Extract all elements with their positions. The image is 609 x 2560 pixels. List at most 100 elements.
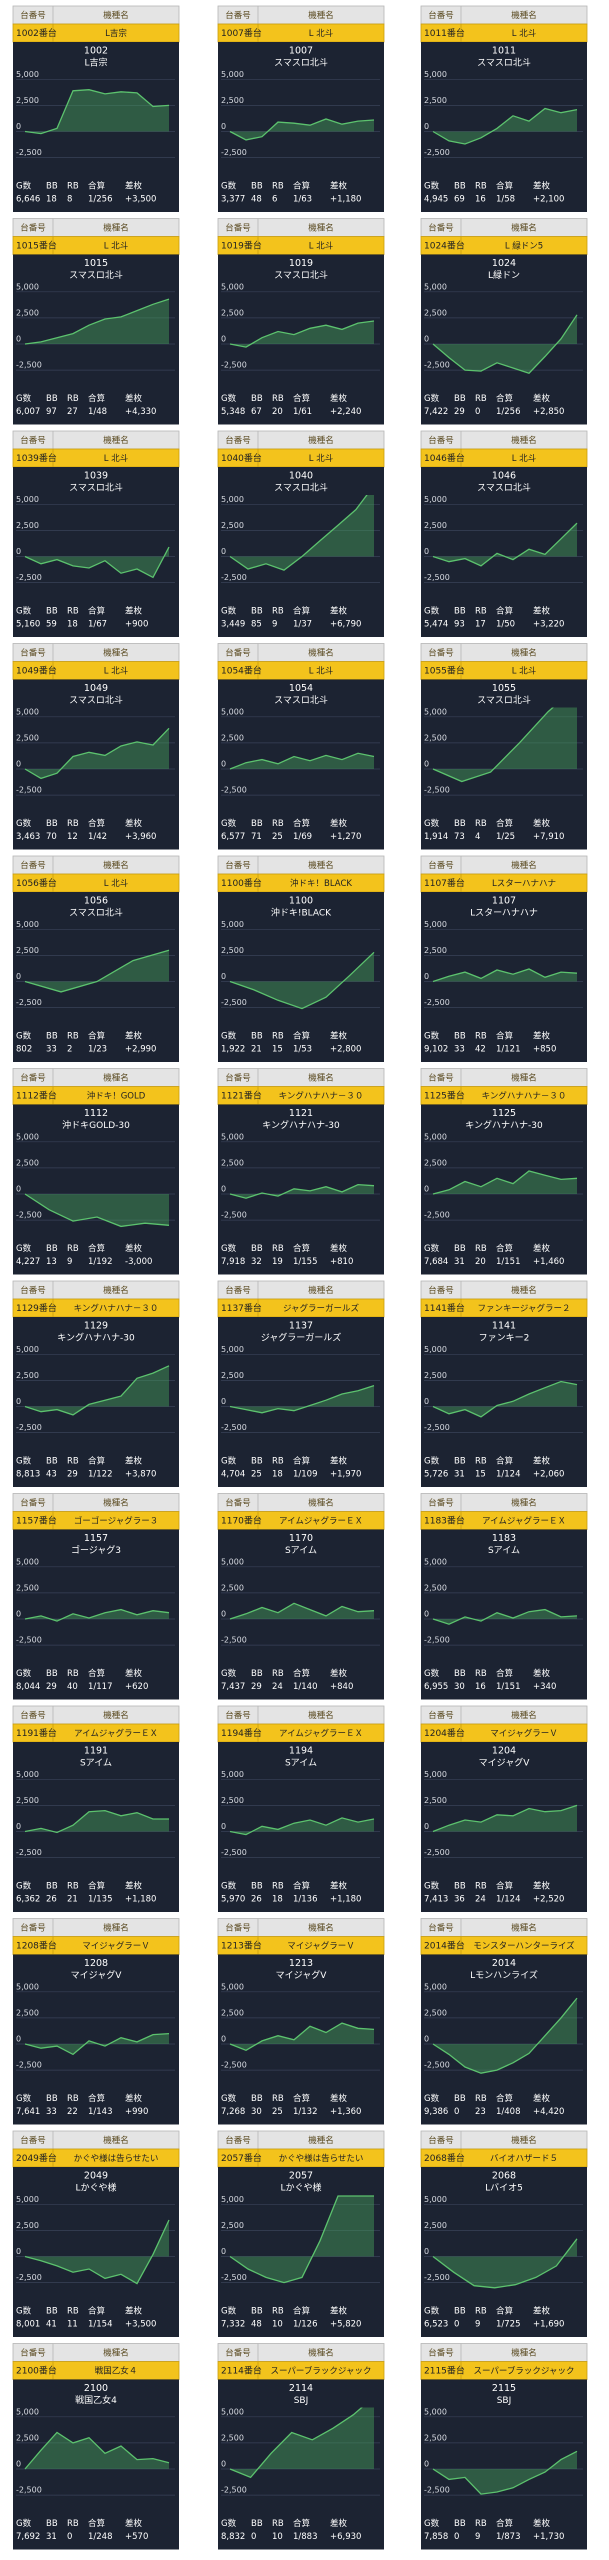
number-header: 台番号 xyxy=(20,435,46,446)
stat-label: BB xyxy=(251,1669,263,1679)
number-header: 台番号 xyxy=(225,223,251,234)
stat-label: 差枚 xyxy=(330,818,348,829)
stat-value: 21 xyxy=(251,1045,262,1055)
machine-name: Lスターハナハナ xyxy=(470,908,538,919)
model-name: L 緑ドン5 xyxy=(505,241,543,252)
stat-label: RB xyxy=(272,2307,284,2317)
balance-line xyxy=(229,320,375,348)
machine-id: 2057 xyxy=(289,2171,313,2182)
y-tick-label: 0 xyxy=(16,2460,21,2469)
stat-label: RB xyxy=(475,607,487,617)
balance-line xyxy=(432,2450,578,2495)
stat-label: 差枚 xyxy=(125,1456,143,1467)
balance-line xyxy=(432,107,578,145)
y-tick-label: 2,500 xyxy=(16,2008,39,2017)
stat-value: 1/58 xyxy=(496,195,515,205)
machine-id: 1046 xyxy=(492,471,516,482)
stat-value: 5,970 xyxy=(221,1895,245,1905)
balance-area xyxy=(433,2238,577,2288)
slot-number: 2100番台 xyxy=(16,2365,57,2377)
stat-value: 1,922 xyxy=(221,1045,245,1055)
number-header: 台番号 xyxy=(20,648,46,659)
stat-label: 差枚 xyxy=(125,606,143,617)
machine-name: スマスロ北斗 xyxy=(274,483,328,494)
stat-label: G数 xyxy=(16,2518,32,2529)
y-tick-label: 0 xyxy=(424,2035,429,2044)
machine-id: 1024 xyxy=(492,258,516,269)
stat-value: 10 xyxy=(272,2532,283,2542)
y-tick-label: 2,500 xyxy=(16,2221,39,2230)
machine-name: マイジャグV xyxy=(71,1969,123,1981)
number-header: 台番号 xyxy=(225,1285,251,1296)
slot-number: 2115番台 xyxy=(424,2365,465,2377)
stat-label: RB xyxy=(272,2094,284,2104)
stat-label: BB xyxy=(454,607,466,617)
stat-value: 36 xyxy=(454,1895,465,1905)
y-tick-label: 2,500 xyxy=(16,521,39,530)
stat-value: 1/48 xyxy=(88,407,107,417)
stat-label: 差枚 xyxy=(533,2093,551,2104)
number-header: 台番号 xyxy=(20,2135,46,2146)
model-name: ファンキージャグラー２ xyxy=(478,1303,571,1314)
slot-number: 1170番台 xyxy=(221,1515,262,1527)
stat-value: 0 xyxy=(251,2532,256,2542)
y-tick-label: -2,500 xyxy=(221,148,247,157)
stat-value: +5,820 xyxy=(330,2320,361,2330)
stat-value: +1,180 xyxy=(330,195,361,205)
stat-label: G数 xyxy=(424,181,440,192)
stat-label: G数 xyxy=(16,393,32,404)
balance-line xyxy=(229,118,375,141)
stat-value: 7,918 xyxy=(221,1257,245,1267)
model-name: キングハナハナ－３０ xyxy=(482,1091,567,1102)
machine-id: 1191 xyxy=(84,1746,108,1757)
stat-label: 差枚 xyxy=(533,818,551,829)
stat-value: +6,930 xyxy=(330,2532,361,2542)
model-name: キングハナハナ－３０ xyxy=(74,1303,159,1314)
stat-value: 8 xyxy=(67,195,72,205)
stat-value: +2,100 xyxy=(533,195,564,205)
stat-value: 41 xyxy=(46,2320,57,2330)
balance-line xyxy=(432,1170,578,1195)
stat-label: 合算 xyxy=(88,2306,106,2317)
stat-label: 差枚 xyxy=(330,1243,348,1254)
y-tick-label: 5,000 xyxy=(424,1982,447,1991)
graph-panel xyxy=(13,2167,179,2337)
stat-label: BB xyxy=(251,607,263,617)
machine-name: スマスロ北斗 xyxy=(274,270,328,281)
y-tick-label: 2,500 xyxy=(221,1371,244,1380)
stat-label: 合算 xyxy=(496,1456,514,1467)
stat-value: 8,832 xyxy=(221,2532,245,2542)
y-tick-label: 5,000 xyxy=(16,282,39,291)
slot-number: 1046番台 xyxy=(424,452,465,464)
model-header: 機種名 xyxy=(308,1073,334,1084)
y-tick-label: 5,000 xyxy=(221,2407,244,2416)
machine-id: 1011 xyxy=(492,46,516,57)
stat-value: 6 xyxy=(272,195,277,205)
stat-value: 7,858 xyxy=(424,2532,448,2542)
machine-name: ジャグラーガールズ xyxy=(261,1332,342,1344)
stat-value: 70 xyxy=(46,832,57,842)
number-header: 台番号 xyxy=(20,1710,46,1721)
stat-value: 1/126 xyxy=(293,2320,318,2330)
stat-label: 差枚 xyxy=(125,393,143,404)
graph-panel xyxy=(421,2167,587,2337)
stat-value: 42 xyxy=(475,1045,486,1055)
y-tick-label: 0 xyxy=(424,122,429,131)
stat-label: BB xyxy=(46,1244,58,1254)
stat-value: 73 xyxy=(454,832,465,842)
y-tick-label: 5,000 xyxy=(424,1132,447,1141)
y-tick-label: 2,500 xyxy=(16,733,39,742)
balance-line xyxy=(24,727,170,780)
stat-label: 合算 xyxy=(88,606,106,617)
stat-label: 差枚 xyxy=(330,1031,348,1042)
stat-label: RB xyxy=(475,182,487,192)
y-tick-label: 0 xyxy=(424,1610,429,1619)
y-tick-label: 0 xyxy=(221,2035,226,2044)
y-tick-label: -2,500 xyxy=(221,786,247,795)
y-tick-label: 2,500 xyxy=(16,1583,39,1592)
stat-label: 差枚 xyxy=(533,1668,551,1679)
model-name: スーパーブラックジャック xyxy=(474,2366,575,2377)
machine-name: マイジャグV xyxy=(276,1969,328,1981)
